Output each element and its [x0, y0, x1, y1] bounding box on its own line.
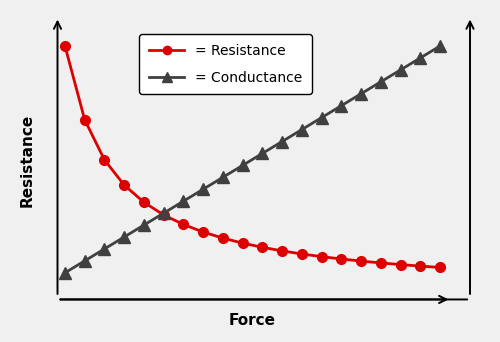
Legend: = Resistance, = Conductance: = Resistance, = Conductance	[140, 34, 312, 94]
Text: Force: Force	[229, 313, 276, 328]
Text: Resistance: Resistance	[20, 114, 35, 207]
